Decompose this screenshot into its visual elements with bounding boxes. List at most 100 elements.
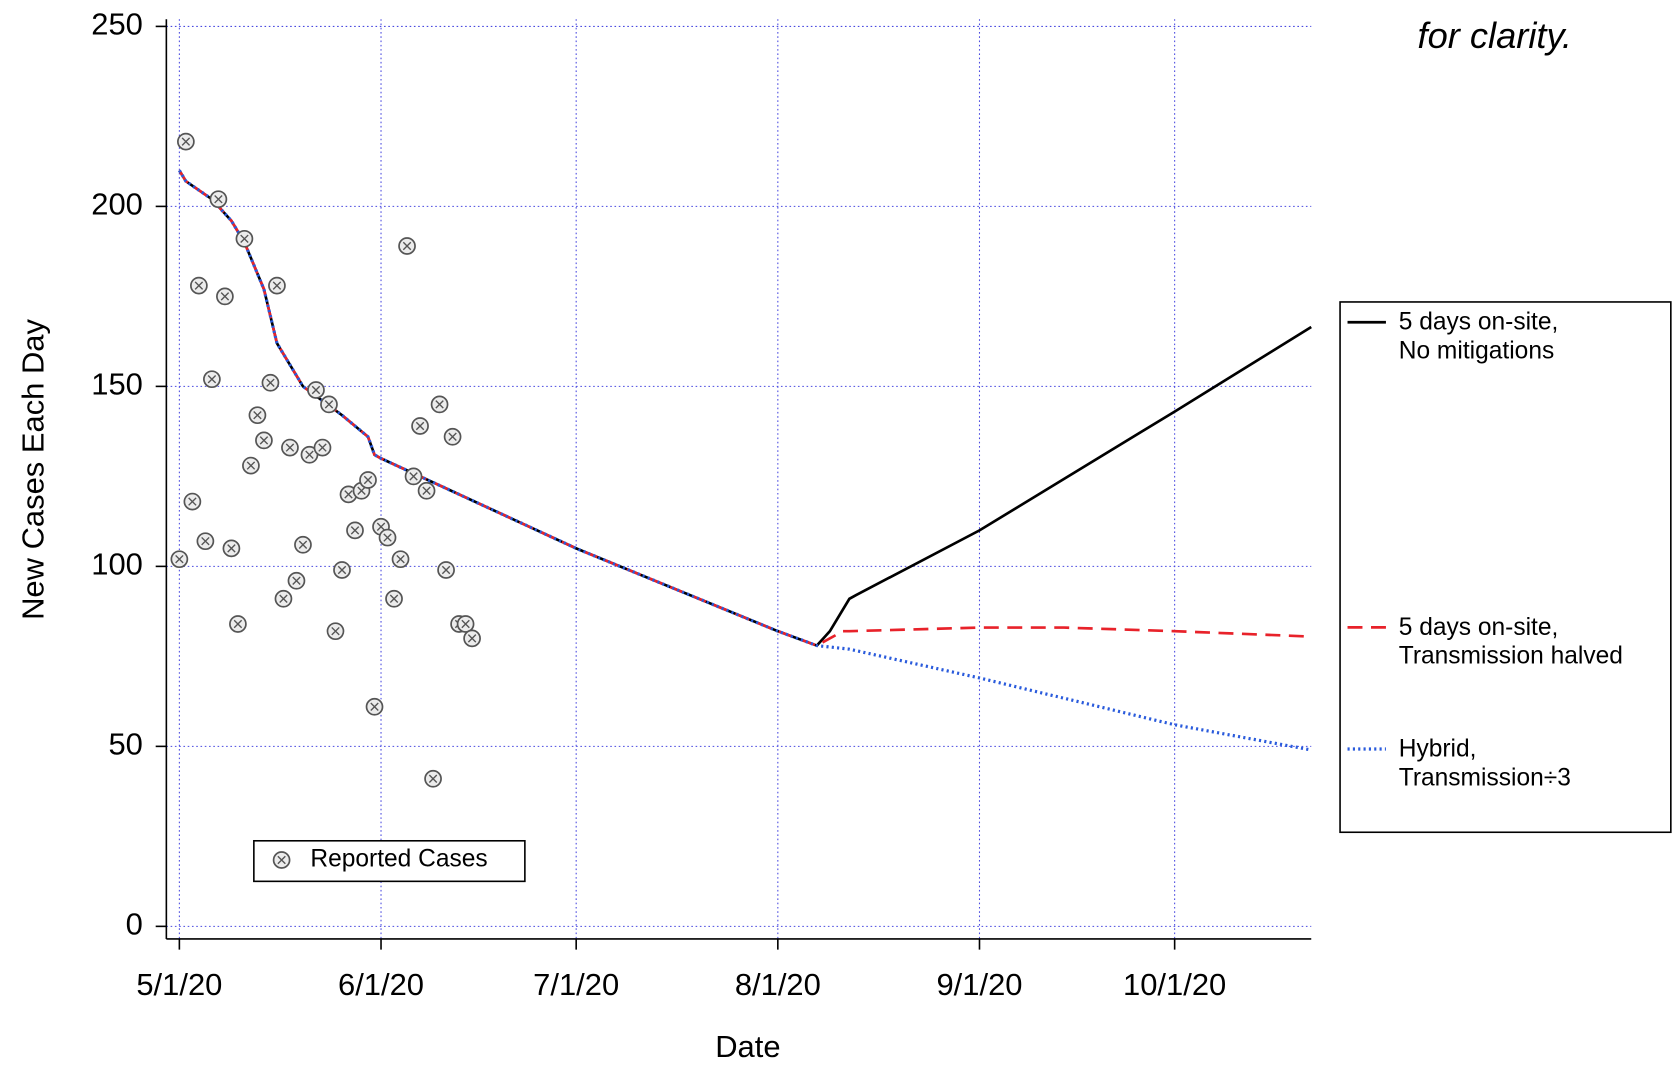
marker-cross	[461, 619, 470, 629]
legend-label: 5 days on-site, Transmission halved	[1398, 612, 1623, 670]
legend-label: 5 days on-site, No mitigations	[1398, 307, 1559, 364]
marker-cross	[383, 533, 392, 542]
x-tick-label: 5/1/20	[136, 967, 222, 1002]
marker-cross	[292, 576, 301, 586]
marker-cross	[389, 594, 399, 604]
series-line	[177, 169, 1312, 752]
marker-cross	[194, 281, 204, 290]
scatter-point	[222, 539, 241, 558]
scatter-point	[170, 550, 189, 569]
marker-cross	[259, 436, 269, 445]
scatter-point	[274, 589, 293, 608]
x-axis-label: Date	[715, 1029, 780, 1064]
y-tick-label: 50	[108, 727, 142, 762]
marker-cross	[298, 540, 308, 550]
marker-cross	[181, 137, 191, 146]
marker-cross	[409, 472, 418, 481]
marker-cross	[428, 774, 438, 783]
scatter-point	[235, 229, 254, 248]
marker-cross	[272, 281, 282, 290]
y-axis-label: New Cases Each Day	[15, 319, 50, 620]
marker-cross	[246, 461, 256, 470]
scatter-point	[359, 471, 377, 489]
scatter-point	[378, 528, 397, 547]
scatter-point	[281, 438, 299, 457]
marker-cross	[467, 634, 477, 643]
scatter-point	[272, 851, 291, 869]
marker-cross	[337, 565, 347, 575]
legend-entry: 5 days on-site, No mitigations	[1398, 307, 1559, 364]
scatter-point	[346, 521, 364, 540]
legend-entry: Hybrid, Transmission÷3	[1398, 734, 1571, 791]
scatter-point	[268, 276, 286, 295]
marker-cross	[370, 702, 379, 711]
scatter-point	[307, 381, 325, 399]
scatter-point	[326, 622, 345, 641]
scatter-point	[430, 395, 449, 414]
scatter-point	[183, 492, 202, 511]
marker-cross	[279, 594, 288, 604]
x-tick-label: 6/1/20	[338, 967, 424, 1002]
x-tick-label: 7/1/20	[533, 967, 619, 1002]
annotation: for clarity.	[1418, 15, 1572, 56]
marker-cross	[285, 443, 295, 452]
scatter-point	[333, 561, 351, 579]
scatter-point	[339, 485, 358, 504]
marker-cross	[415, 421, 425, 431]
marker-cross	[227, 544, 236, 553]
legend-entry: 5 days on-site, Transmission halved	[1398, 612, 1623, 670]
y-tick-label: 150	[91, 367, 143, 402]
scatter-point	[287, 571, 306, 590]
marker-cross	[201, 536, 210, 546]
scatter-point	[424, 769, 442, 788]
scatter-point	[411, 417, 429, 435]
scatter-point	[255, 431, 273, 450]
scatter-point	[242, 456, 260, 475]
legend-box	[1339, 301, 1672, 834]
marker-cross	[318, 443, 327, 452]
scatter-point	[203, 370, 221, 389]
legend-label: Hybrid, Transmission÷3	[1398, 734, 1571, 791]
x-tick-label: 10/1/20	[1123, 967, 1226, 1002]
scatter-point	[417, 481, 436, 500]
y-tick-label: 0	[126, 907, 143, 942]
scatter-legend-box	[253, 839, 526, 883]
scatter-point	[463, 629, 481, 648]
marker-cross	[311, 385, 321, 395]
marker-cross	[441, 565, 451, 575]
scatter-point	[391, 550, 410, 569]
scatter-point	[365, 697, 384, 716]
scatter-point	[437, 561, 455, 579]
marker-cross	[214, 194, 223, 204]
marker-cross	[220, 292, 230, 301]
marker-cross	[305, 450, 314, 460]
scatter-point	[196, 532, 215, 551]
scatter-point	[248, 406, 267, 425]
marker-cross	[324, 400, 334, 409]
scatter-point	[190, 276, 208, 295]
marker-cross	[277, 855, 286, 865]
y-tick-label: 100	[91, 547, 143, 582]
marker-cross	[344, 490, 353, 499]
marker-cross	[396, 554, 405, 564]
marker-cross	[363, 475, 373, 485]
y-tick-label: 250	[91, 7, 143, 42]
scatter-point	[294, 535, 312, 554]
scatter-point	[456, 615, 475, 633]
x-tick-label: 8/1/20	[735, 967, 821, 1002]
marker-cross	[233, 619, 243, 629]
scatter-point	[216, 287, 234, 306]
scatter-point	[229, 615, 247, 633]
scatter-point	[320, 395, 338, 414]
scatter-point	[398, 237, 416, 255]
marker-cross	[435, 400, 444, 409]
legend-label: Reported Cases	[310, 845, 487, 872]
marker-cross	[188, 497, 197, 506]
marker-cross	[376, 522, 386, 532]
marker-cross	[402, 241, 412, 251]
marker-cross	[253, 410, 262, 420]
marker-cross	[422, 486, 431, 496]
marker-cross	[175, 554, 184, 564]
scatter-point	[404, 467, 423, 486]
